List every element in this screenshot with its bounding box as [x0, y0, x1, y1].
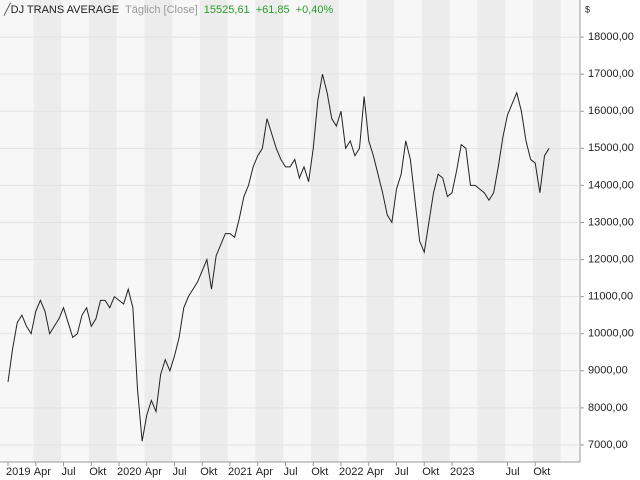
x-tick-label: 2019: [6, 466, 30, 478]
change-pct: +0,40%: [296, 4, 334, 16]
x-tick-label: Okt: [89, 466, 106, 478]
y-tick-label: 8000,00: [588, 402, 628, 414]
quarter-band: [144, 0, 173, 462]
quarter-band: [255, 0, 284, 462]
x-tick-label: Jul: [395, 466, 409, 478]
x-tick-label: Okt: [200, 466, 217, 478]
change: +61,85: [256, 4, 290, 16]
y-tick-label: 9000,00: [588, 365, 628, 377]
y-tick-label: 11000,00: [588, 291, 633, 303]
x-tick-label: Apr: [34, 466, 51, 478]
x-tick-label: Jul: [284, 466, 298, 478]
x-tick-label: Apr: [256, 466, 273, 478]
x-tick-label: Okt: [311, 466, 328, 478]
x-tick-label: 2023: [450, 466, 474, 478]
x-tick-label: Apr: [145, 466, 162, 478]
quarter-band: [421, 0, 450, 462]
quarter-band: [532, 0, 561, 462]
quarter-band: [366, 0, 395, 462]
y-tick-label: 16000,00: [588, 105, 634, 117]
x-tick-label: Jul: [506, 466, 520, 478]
x-tick-label: Apr: [367, 466, 384, 478]
last-value: 15525,61: [204, 4, 250, 16]
x-tick-label: Jul: [62, 466, 76, 478]
quarter-band: [88, 0, 117, 462]
currency: $: [585, 4, 590, 14]
title: DJ TRANS AVERAGE: [11, 4, 119, 16]
header: ╱DJ TRANS AVERAGE Täglich [Close] 15525,61…: [3, 2, 333, 16]
y-tick-label: 12000,00: [588, 253, 634, 265]
y-tick-label: 17000,00: [588, 68, 634, 80]
x-tick-label: 2021: [228, 466, 252, 478]
x-tick-label: Jul: [173, 466, 187, 478]
x-tick-label: Okt: [533, 466, 550, 478]
x-tick-label: Okt: [422, 466, 439, 478]
subtitle: Täglich [Close]: [125, 4, 198, 16]
x-tick-label: 2020: [117, 466, 141, 478]
quarter-band: [33, 0, 62, 462]
x-tick-label: 2022: [339, 466, 363, 478]
quarter-band: [310, 0, 339, 462]
y-tick-label: 15000,00: [588, 142, 634, 154]
y-tick-label: 13000,00: [588, 216, 634, 228]
y-tick-label: 10000,00: [588, 328, 634, 340]
quarter-band: [477, 0, 506, 462]
y-tick-label: 14000,00: [588, 179, 634, 191]
y-tick-label: 7000,00: [588, 439, 628, 451]
y-tick-label: 18000,00: [588, 31, 634, 43]
quarter-band: [199, 0, 228, 462]
price-line: [7, 74, 550, 442]
